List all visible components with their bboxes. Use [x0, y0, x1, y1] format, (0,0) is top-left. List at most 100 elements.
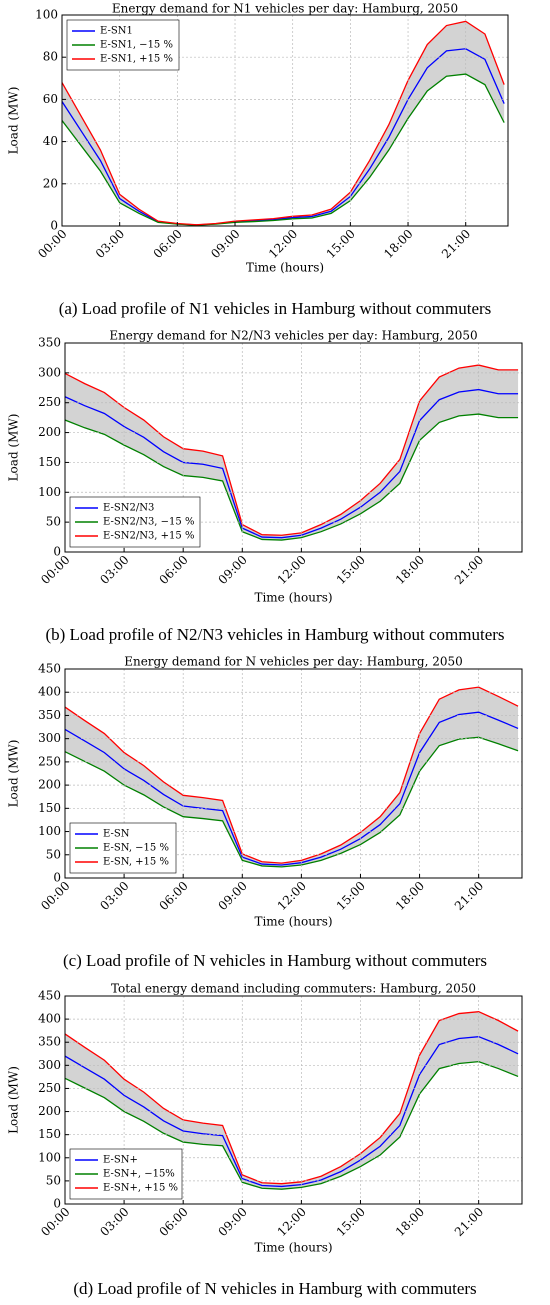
legend-label: E-SN2/N3, +15 % — [103, 531, 194, 542]
plot — [62, 20, 505, 226]
x-tick-label: 18:00 — [393, 1205, 427, 1239]
x-tick-label: 15:00 — [334, 553, 368, 587]
y-tick-label: 100 — [38, 1150, 61, 1164]
y-axis-label: Load (MW) — [7, 87, 21, 155]
x-tick-label: 06:00 — [156, 879, 190, 913]
plot-frame — [64, 668, 523, 879]
plot — [65, 686, 519, 868]
x-tick-label: 09:00 — [216, 553, 250, 587]
band — [65, 1011, 519, 1190]
plot-frame — [64, 995, 523, 1205]
x-tick-label: 21:00 — [452, 1205, 486, 1239]
x-tick-label: 06:00 — [151, 227, 185, 261]
y-tick-label: 100 — [38, 824, 61, 838]
band — [65, 687, 519, 867]
chart-title: Total energy demand including commuters:… — [111, 982, 476, 996]
caption: (d) Load profile of N vehicles in Hambur… — [73, 1279, 476, 1298]
x-tick-label: 18:00 — [393, 553, 427, 587]
x-tick-label: 06:00 — [156, 1205, 190, 1239]
x-tick-label: 12:00 — [275, 1205, 309, 1239]
legend-label: E-SN1 — [100, 26, 133, 37]
series-line — [65, 736, 519, 868]
y-tick-label: 400 — [38, 1012, 61, 1026]
y-tick-label: 400 — [38, 685, 61, 699]
caption: (a) Load profile of N1 vehicles in Hambu… — [59, 299, 492, 318]
x-tick-label: 09:00 — [208, 227, 242, 261]
legend-label: E-SN+, +15 % — [103, 1183, 178, 1194]
legend-label: E-SN1, +15 % — [100, 54, 173, 65]
x-tick-label: 03:00 — [97, 553, 131, 587]
x-tick-label: 09:00 — [216, 1205, 250, 1239]
y-tick-label: 150 — [38, 455, 61, 469]
series-line — [65, 686, 519, 864]
y-tick-label: 50 — [46, 1173, 61, 1187]
chart-title: Energy demand for N vehicles per day: Ha… — [124, 655, 463, 669]
y-tick-label: 100 — [35, 8, 58, 22]
caption: (c) Load profile of N vehicles in Hambur… — [63, 951, 487, 970]
y-axis-label: Load (MW) — [7, 1066, 21, 1134]
y-tick-label: 450 — [38, 989, 61, 1003]
series-line — [65, 413, 519, 541]
chart-title: Energy demand for N2/N3 vehicles per day… — [109, 329, 477, 343]
y-tick-label: 200 — [38, 425, 61, 439]
y-tick-label: 450 — [38, 662, 61, 676]
band — [62, 21, 505, 226]
x-tick-label: 21:00 — [439, 227, 473, 261]
plot — [65, 364, 519, 541]
y-tick-label: 60 — [43, 92, 58, 106]
y-tick-label: 200 — [38, 778, 61, 792]
x-tick-label: 18:00 — [393, 879, 427, 913]
y-tick-label: 300 — [38, 731, 61, 745]
series-line — [65, 711, 519, 866]
series-line — [65, 1036, 519, 1188]
chart-title: Energy demand for N1 vehicles per day: H… — [112, 2, 458, 16]
x-tick-label: 12:00 — [275, 553, 309, 587]
y-tick-label: 350 — [38, 1035, 61, 1049]
legend-label: E-SN, −15 % — [103, 843, 169, 854]
y-tick-label: 300 — [38, 1058, 61, 1072]
y-tick-label: 20 — [43, 176, 58, 190]
y-tick-label: 100 — [38, 485, 61, 499]
plot-frame — [64, 342, 523, 553]
x-tick-label: 15:00 — [334, 879, 368, 913]
y-tick-label: 250 — [38, 395, 61, 409]
series-line — [65, 1060, 519, 1190]
legend-box — [69, 496, 201, 548]
x-tick-label: 03:00 — [97, 879, 131, 913]
x-tick-label: 21:00 — [452, 553, 486, 587]
y-tick-label: 350 — [38, 708, 61, 722]
x-tick-label: 21:00 — [452, 879, 486, 913]
series-line — [65, 388, 519, 539]
x-tick-label: 06:00 — [156, 553, 190, 587]
y-tick-label: 0 — [53, 871, 61, 885]
legend-label: E-SN2/N3, −15 % — [103, 517, 194, 528]
legend-label: E-SN+ — [103, 1155, 138, 1166]
y-tick-label: 350 — [38, 336, 61, 350]
y-axis-label: Load (MW) — [7, 414, 21, 482]
y-tick-label: 50 — [46, 515, 61, 529]
y-tick-label: 40 — [43, 134, 58, 148]
x-tick-label: 03:00 — [93, 227, 127, 261]
series-line — [65, 364, 519, 536]
y-tick-label: 250 — [38, 1081, 61, 1095]
y-tick-label: 300 — [38, 365, 61, 379]
x-tick-label: 12:00 — [275, 879, 309, 913]
y-tick-label: 0 — [53, 545, 61, 559]
y-tick-label: 0 — [53, 1197, 61, 1211]
y-axis-label: Load (MW) — [7, 740, 21, 808]
caption: (b) Load profile of N2/N3 vehicles in Ha… — [45, 625, 504, 644]
x-axis-label: Time (hours) — [254, 1241, 332, 1255]
x-tick-label: 03:00 — [97, 1205, 131, 1239]
band — [65, 365, 519, 541]
y-tick-label: 250 — [38, 754, 61, 768]
x-tick-label: 12:00 — [266, 227, 300, 261]
series-line — [62, 20, 505, 226]
x-axis-label: Time (hours) — [246, 261, 324, 275]
y-tick-label: 0 — [50, 219, 58, 233]
x-axis-label: Time (hours) — [254, 591, 332, 605]
y-tick-label: 200 — [38, 1104, 61, 1118]
legend-label: E-SN — [103, 829, 130, 840]
plot-frame — [61, 14, 509, 227]
y-tick-label: 150 — [38, 801, 61, 815]
